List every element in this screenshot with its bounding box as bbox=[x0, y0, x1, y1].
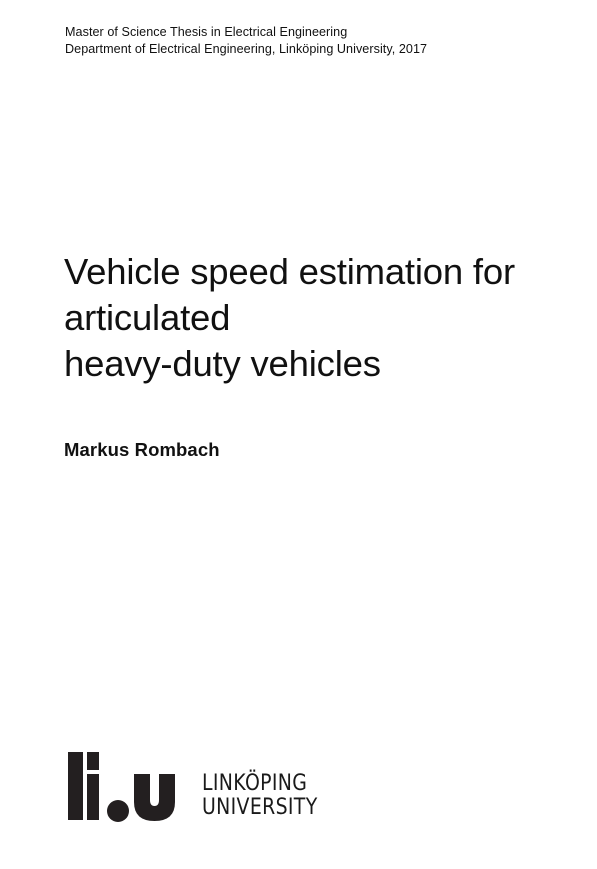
university-logo: LINKÖPING UNIVERSITY bbox=[68, 752, 368, 824]
thesis-title: Vehicle speed estimation for articulated… bbox=[64, 249, 515, 387]
logo-line-1: LINKÖPING bbox=[202, 770, 308, 796]
logo-line-2: UNIVERSITY bbox=[202, 794, 318, 820]
logo-wordmark: LINKÖPING UNIVERSITY bbox=[202, 771, 318, 819]
liu-logo-mark-icon bbox=[68, 752, 175, 822]
thesis-header: Master of Science Thesis in Electrical E… bbox=[65, 24, 427, 58]
title-line-1: Vehicle speed estimation for bbox=[64, 251, 515, 292]
title-line-3: heavy-duty vehicles bbox=[64, 343, 381, 384]
header-department-line: Department of Electrical Engineering, Li… bbox=[65, 42, 428, 56]
header-degree-line: Master of Science Thesis in Electrical E… bbox=[65, 25, 348, 39]
author-name: Markus Rombach bbox=[64, 439, 220, 460]
title-line-2: articulated bbox=[64, 297, 231, 338]
